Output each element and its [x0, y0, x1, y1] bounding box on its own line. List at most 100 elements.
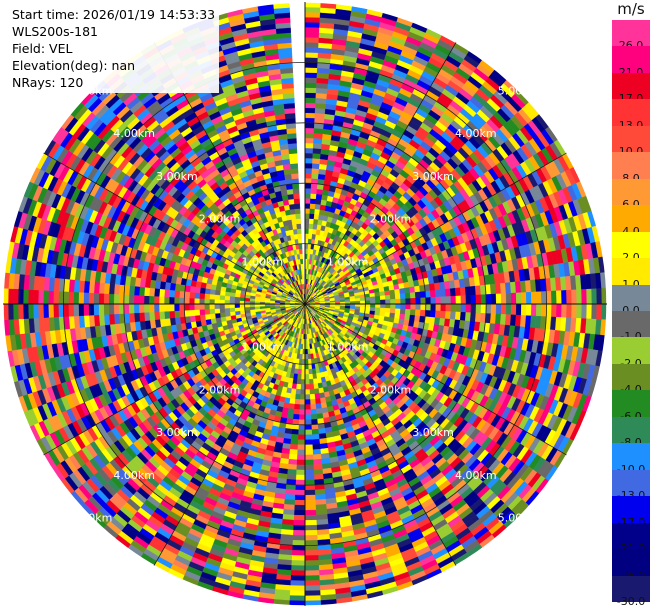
velocity-gate: [415, 303, 421, 311]
velocity-gate: [505, 292, 512, 305]
velocity-gate: [591, 303, 598, 320]
velocity-gate: [380, 299, 386, 305]
velocity-gate: [304, 464, 314, 471]
velocity-gate: [304, 193, 312, 199]
velocity-gate: [313, 127, 324, 135]
velocity-gate: [308, 368, 313, 375]
velocity-gate: [309, 208, 316, 215]
velocity-gate: [288, 448, 298, 456]
velocity-gate: [294, 499, 306, 506]
velocity-gate: [445, 303, 452, 312]
velocity-gate: [304, 379, 310, 385]
velocity-gate: [304, 52, 319, 58]
velocity-gate: [304, 213, 310, 219]
velocity-gate: [286, 473, 297, 481]
velocity-gate: [505, 303, 512, 316]
velocity-gate: [435, 303, 442, 312]
velocity-gate: [290, 580, 306, 587]
velocity-gate: [304, 489, 316, 496]
velocity-gate: [304, 117, 315, 124]
velocity-gate: [394, 288, 401, 295]
velocity-gate: [312, 458, 323, 466]
velocity-gate: [586, 288, 593, 305]
velocity-gate: [454, 311, 462, 321]
velocity-gate: [400, 303, 406, 310]
velocity-gate: [307, 353, 312, 360]
velocity-gate: [304, 374, 310, 380]
velocity-gate: [304, 454, 314, 461]
velocity-gate: [349, 298, 356, 302]
velocity-gate: [395, 298, 401, 305]
velocity-gate: [291, 428, 299, 435]
velocity-gate: [314, 398, 321, 405]
velocity-gate: [314, 203, 321, 210]
velocity-gate: [474, 285, 482, 296]
velocity-gate: [295, 383, 302, 390]
velocity-gate: [293, 519, 306, 526]
velocity-gate: [304, 404, 311, 410]
velocity-gate: [312, 142, 323, 150]
velocity-gate: [390, 299, 396, 305]
velocity-gate: [409, 292, 416, 299]
velocity-gate: [439, 289, 446, 298]
velocity-gate: [370, 300, 376, 305]
velocity-gate: [434, 289, 441, 298]
velocity-gate: [309, 388, 315, 395]
velocity-gate: [304, 97, 317, 104]
velocity-gate: [307, 363, 313, 370]
velocity-gate: [490, 303, 497, 315]
velocity-gate: [292, 413, 300, 420]
velocity-gate: [296, 459, 306, 466]
velocity-gate: [310, 183, 318, 190]
velocity-gate: [414, 309, 421, 317]
velocity-gate: [284, 488, 296, 496]
velocity-gate: [304, 26, 320, 33]
velocity-gate: [520, 303, 527, 316]
velocity-gate: [304, 37, 320, 43]
velocity-gate: [304, 82, 317, 89]
velocity-gate: [489, 283, 497, 295]
velocity-gate: [354, 297, 361, 302]
velocity-gate: [304, 177, 312, 184]
velocity-gate: [300, 379, 306, 385]
velocity-gate: [288, 453, 298, 461]
velocity-gate: [313, 383, 319, 390]
velocity-gate: [316, 413, 324, 420]
velocity-gate: [296, 454, 306, 461]
velocity-gate: [404, 287, 411, 294]
velocity-gate: [304, 509, 317, 516]
velocity-gate: [304, 152, 314, 159]
velocity-gate: [297, 434, 306, 441]
velocity-gate: [289, 443, 298, 450]
velocity-gate: [304, 57, 319, 63]
velocity-gate: [389, 308, 396, 314]
velocity-gate: [315, 193, 323, 200]
velocity-gate: [304, 172, 313, 179]
velocity-gate: [304, 384, 310, 390]
velocity-gate: [304, 137, 314, 144]
velocity-gate: [313, 468, 324, 476]
velocity-gate: [561, 290, 567, 305]
velocity-gate: [379, 291, 386, 297]
velocity-gate: [311, 428, 319, 435]
velocity-gate: [289, 595, 306, 602]
velocity-gate: [304, 399, 311, 405]
velocity-gate: [311, 438, 320, 445]
velocity-gate: [308, 223, 314, 230]
velocity-gate: [304, 479, 315, 486]
velocity-gate: [296, 449, 306, 456]
velocity-gate: [414, 315, 421, 323]
velocity-gate: [304, 198, 311, 204]
velocity-gate: [304, 167, 313, 174]
velocity-gate: [400, 298, 406, 305]
velocity-gate: [410, 297, 416, 305]
velocity-gate: [286, 468, 297, 476]
velocity-gate: [292, 418, 300, 425]
velocity-gate: [304, 560, 319, 566]
velocity-gate: [495, 293, 502, 305]
velocity-gate: [304, 514, 317, 521]
velocity-gate: [291, 550, 306, 556]
velocity-gate: [465, 295, 472, 305]
velocity-gate: [581, 303, 588, 319]
